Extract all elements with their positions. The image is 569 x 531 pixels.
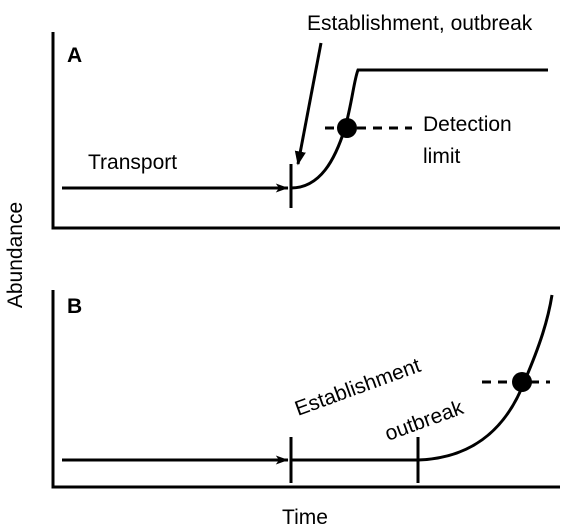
callout-arrow [294,42,323,166]
curve [417,294,554,462]
x-axis-label: Time [282,506,328,529]
y-axis-label: Abundance [4,202,27,308]
detection-label: limit [423,145,460,168]
establishment-label: Establishment [292,354,424,421]
detection-point [337,118,357,138]
panel-label: B [67,295,82,318]
panel-label: A [67,44,82,67]
axes [51,32,560,230]
transport-label: Transport [88,151,177,174]
axes [51,290,560,489]
detection-point [512,372,532,392]
panel-a: A Establishment, outbreak Transport Dete… [51,12,560,230]
panel-b: B Establishment outbreak [51,290,560,489]
outbreak-label: outbreak [382,396,467,446]
callout: Establishment, outbreak [307,12,533,35]
detection-label: Detection [423,113,512,136]
